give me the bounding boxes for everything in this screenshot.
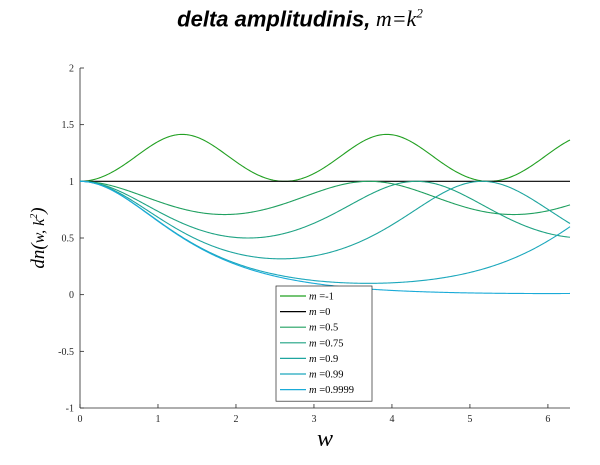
y-axis-label-args: w, k — [31, 218, 48, 243]
y-tick-label: 2 — [69, 64, 74, 75]
series-lines — [79, 133, 571, 295]
y-axis-label-close: ) — [28, 207, 49, 214]
legend-item-label: m =0.5 — [309, 323, 338, 334]
legend-item-value: =-1 — [319, 292, 334, 303]
series-line-3 — [79, 180, 571, 239]
y-axis-label-func: dn( — [28, 242, 49, 269]
series-line-5 — [79, 180, 571, 284]
series-line-6 — [79, 180, 571, 295]
series-line-4 — [79, 180, 571, 260]
series-line-0 — [79, 133, 571, 182]
legend-item-value: =0.9 — [319, 354, 338, 365]
legend-item-value: =0.99 — [319, 370, 343, 381]
legend-item-prefix: m — [309, 307, 319, 318]
chart-title: delta amplitudinis, m=k2 — [0, 6, 600, 32]
y-tick-label: 1.5 — [62, 120, 75, 131]
legend-item-label: m =0.9 — [309, 354, 338, 365]
legend: m =-1m =0m =0.5m =0.75m =0.9m =0.99m =0.… — [275, 285, 373, 402]
y-tick-label: 1 — [69, 177, 74, 188]
legend-item-prefix: m — [309, 323, 319, 334]
y-tick-label: 0 — [69, 290, 74, 301]
y-tick-label: 0.5 — [62, 234, 75, 245]
chart-title-math-text: m=k — [375, 6, 417, 32]
x-tick-label: 2 — [233, 414, 238, 425]
legend-item-prefix: m — [309, 338, 319, 349]
chart-title-math: m=k2 — [376, 6, 423, 31]
y-axis-label: dn(w, k2) — [28, 207, 49, 268]
legend-item-value: =0.5 — [319, 323, 338, 334]
x-tick-label: 0 — [78, 414, 83, 425]
series-line-2 — [79, 180, 571, 216]
legend-item-prefix: m — [309, 292, 319, 303]
x-tick-label: 6 — [545, 414, 550, 425]
y-tick-label: -1 — [66, 404, 74, 415]
y-axis-label-sup: 2 — [29, 214, 40, 219]
legend-item-value: =0 — [319, 307, 330, 318]
legend-item-prefix: m — [309, 370, 319, 381]
x-tick-label: 1 — [155, 414, 160, 425]
x-tick-label: 5 — [467, 414, 472, 425]
legend-item-label: m =0 — [309, 307, 330, 318]
chart-title-text: delta amplitudinis, — [177, 6, 371, 32]
y-tick-label: -0.5 — [58, 347, 74, 358]
legend-item-label: m =0.9999 — [309, 385, 354, 396]
legend-item-label: m =0.99 — [309, 370, 344, 381]
legend-item-label: m =-1 — [309, 292, 334, 303]
legend-item-prefix: m — [309, 354, 319, 365]
x-tick-label: 4 — [389, 414, 394, 425]
legend-item-label: m =0.75 — [309, 338, 344, 349]
x-tick-label: 3 — [311, 414, 316, 425]
chart-title-math-sup: 2 — [416, 6, 423, 21]
x-axis-label: w — [317, 426, 333, 452]
legend-item-value: =0.75 — [319, 338, 343, 349]
legend-item-value: =0.9999 — [319, 385, 354, 396]
legend-item-prefix: m — [309, 385, 319, 396]
legend-box — [275, 285, 373, 402]
